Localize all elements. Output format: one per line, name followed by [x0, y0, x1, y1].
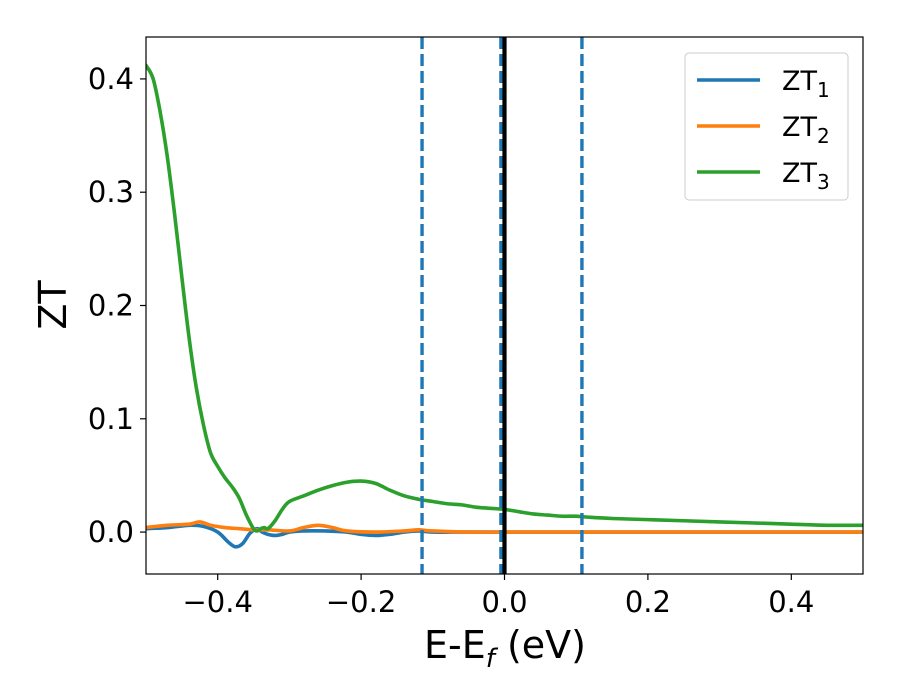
legend-box — [684, 52, 849, 201]
legend-label-zt2: ZT2 — [782, 112, 830, 148]
x-tick-label: 0.0 — [481, 585, 527, 619]
y-axis-label: ZT — [31, 280, 75, 330]
plot-area — [146, 37, 863, 574]
y-tick-label: 0.0 — [88, 515, 134, 549]
x-axis-label: E-Ef (eV) — [424, 623, 586, 674]
y-tick-label: 0.2 — [88, 289, 134, 323]
x-tick-label: −0.4 — [182, 585, 252, 619]
y-tick-label: 0.1 — [88, 402, 134, 436]
x-axis: −0.4 −0.2 0.0 0.2 0.4 — [182, 574, 814, 619]
x-axis-label-unit: (eV) — [495, 623, 586, 667]
y-tick-label: 0.3 — [88, 175, 134, 209]
x-tick-label: 0.2 — [625, 585, 671, 619]
legend-label-zt3: ZT3 — [782, 158, 830, 194]
legend-items: ZT1 ZT2 ZT3 — [697, 66, 830, 194]
x-axis-label-main: E-E — [424, 623, 486, 667]
series-line-zt2 — [146, 520, 863, 534]
plot-frame — [145, 36, 864, 575]
x-tick-label: 0.4 — [768, 585, 814, 619]
plot-content — [146, 37, 863, 574]
x-tick-label: −0.2 — [326, 585, 396, 619]
y-tick-label: 0.4 — [88, 62, 134, 96]
y-axis: 0.0 0.1 0.2 0.3 0.4 — [88, 62, 146, 549]
legend: ZT1 ZT2 ZT3 — [684, 52, 849, 201]
legend-label-zt1: ZT1 — [782, 66, 830, 102]
